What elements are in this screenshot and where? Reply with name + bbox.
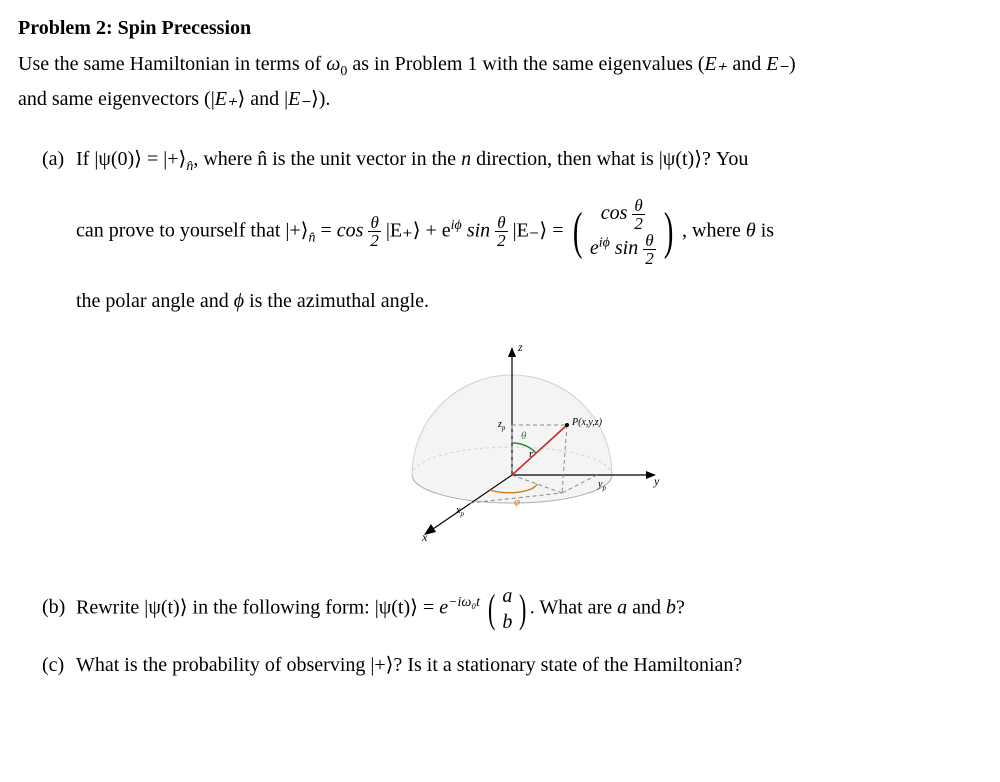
intro-line-2: and same eigenvectors (|E₊⟩ and |E₋⟩). <box>18 83 982 115</box>
a-mat-top: cos θ2 <box>601 197 645 232</box>
a-frac-2-num: θ <box>495 214 508 232</box>
a-sin-1: sin <box>467 219 490 241</box>
e-plus: E₊ <box>705 53 728 75</box>
paren-left-icon: ( <box>488 593 495 625</box>
part-c-line: (c) What is the probability of observing… <box>42 649 982 681</box>
intro-text-1: Use the same Hamiltonian in terms of <box>18 53 326 75</box>
a-cos-1: cos <box>337 219 364 241</box>
intro-text-6: ⟩ and | <box>237 88 288 110</box>
a-mat-top-den: 2 <box>632 215 645 232</box>
fig-z-label: z <box>517 340 523 354</box>
a-frac-1-num: θ <box>368 214 381 232</box>
part-a: (a) If |ψ(0)⟩ = |+⟩n̂, where n̂ is the u… <box>42 143 982 554</box>
a-line3: the polar angle and <box>76 290 234 312</box>
a-phi: ϕ <box>234 290 244 312</box>
intro-line-1: Use the same Hamiltonian in terms of ω0 … <box>18 48 982 83</box>
sphere-diagram-icon: z y x zp xp yp r θ φ P(x,y,z) <box>352 335 672 545</box>
b-e: e <box>439 596 448 618</box>
e-minus: E₋ <box>766 53 789 75</box>
b-text-4: ? <box>676 596 685 618</box>
a-frac-2-den: 2 <box>495 232 508 249</box>
a-mat-bot: eiϕ sin θ2 <box>590 232 656 267</box>
intro-text-3: and <box>727 53 766 75</box>
part-a-line-2: can prove to yourself that |+⟩n̂ = cos θ… <box>76 197 982 267</box>
a-frac-2: θ2 <box>495 214 508 249</box>
a-line2a: can prove to yourself that |+⟩ <box>76 219 308 241</box>
a-line2d: is <box>756 219 774 241</box>
part-c: (c) What is the probability of observing… <box>42 649 982 681</box>
part-a-label: (a) <box>42 143 68 175</box>
fig-x-label: x <box>421 530 428 544</box>
part-b: (b) Rewrite |ψ(t)⟩ in the following form… <box>42 583 982 635</box>
a-text-1: If |ψ(0)⟩ = |+⟩ <box>76 148 186 170</box>
omega-symbol: ω <box>326 53 340 75</box>
fig-theta-label: θ <box>521 430 527 442</box>
a-theta: θ <box>746 219 756 241</box>
b-text-2: . What are <box>530 596 617 618</box>
part-a-line-3: the polar angle and ϕ is the azimuthal a… <box>76 285 982 317</box>
b-text-1: Rewrite |ψ(t)⟩ in the following form: |ψ… <box>76 596 439 618</box>
intro-text-7: ⟩). <box>311 88 330 110</box>
a-mat-top-num: θ <box>632 197 645 215</box>
a-line2b: = <box>315 219 336 241</box>
b-b: b <box>666 596 676 618</box>
ket-e-minus: E₋ <box>288 88 311 110</box>
a-line2c: , where <box>682 219 746 241</box>
fig-phi-label: φ <box>514 496 520 508</box>
paren-right-icon: ) <box>664 211 674 253</box>
part-a-line-1: (a) If |ψ(0)⟩ = |+⟩n̂, where n̂ is the u… <box>42 143 982 178</box>
a-line3b: is the azimuthal angle. <box>244 290 429 312</box>
a-eplus-ket: |E₊⟩ + e <box>386 219 451 241</box>
b-text-3: and <box>627 596 666 618</box>
a-frac-1: θ2 <box>368 214 381 249</box>
a-mat-bot-sup: iϕ <box>599 235 610 250</box>
paren-left-icon: ( <box>572 211 582 253</box>
fig-xp-sub: p <box>459 510 464 518</box>
b-a: a <box>617 596 627 618</box>
part-b-line: (b) Rewrite |ψ(t)⟩ in the following form… <box>42 583 982 635</box>
problem-title: Problem 2: Spin Precession <box>18 12 982 44</box>
intro-text-2: as in Problem 1 with the same eigenvalue… <box>347 53 704 75</box>
part-c-label: (c) <box>42 649 68 681</box>
b-column-vector: ( a b ) <box>485 583 530 635</box>
a-text-1b: , where n̂ is the unit vector in the <box>193 148 461 170</box>
a-mat-bot-frac: θ2 <box>643 232 656 267</box>
b-exp-sup: −iω₀t <box>448 595 480 610</box>
fig-zp-sub: p <box>501 424 506 432</box>
intro-text-5: and same eigenvectors (| <box>18 88 215 110</box>
b-mat-a: a <box>502 583 512 609</box>
intro-text-4: ) <box>789 53 796 75</box>
paren-right-icon: ) <box>519 593 526 625</box>
fig-yp-sub: p <box>601 484 606 492</box>
part-b-label: (b) <box>42 591 68 623</box>
a-mat-bot-e: e <box>590 237 599 259</box>
fig-p-label: P(x,y,z) <box>571 417 603 428</box>
a-frac-1-den: 2 <box>368 232 381 249</box>
spherical-coords-figure: z y x zp xp yp r θ φ P(x,y,z) <box>42 335 982 555</box>
a-mat-bot-sin: sin <box>615 237 638 259</box>
b-mat-b: b <box>502 609 512 635</box>
a-text-1c: direction, then what is |ψ(t)⟩? You <box>471 148 748 170</box>
a-n: n <box>461 148 471 170</box>
c-text: What is the probability of observing |+⟩… <box>76 649 742 681</box>
a-iphi-sup-1: iϕ <box>451 218 462 233</box>
a-mat-top-frac: θ2 <box>632 197 645 232</box>
a-column-vector: ( cos θ2 eiϕ sin θ2 ) <box>569 197 678 267</box>
fig-y-label: y <box>653 474 660 488</box>
a-mat-bot-den: 2 <box>643 250 656 267</box>
a-eminus-ket: |E₋⟩ = <box>513 219 569 241</box>
svg-text:xp: xp <box>455 505 464 518</box>
a-mat-top-cos: cos <box>601 202 628 224</box>
ket-e-plus: E₊ <box>215 88 238 110</box>
fig-r-label: r <box>529 448 534 460</box>
a-mat-bot-num: θ <box>643 232 656 250</box>
